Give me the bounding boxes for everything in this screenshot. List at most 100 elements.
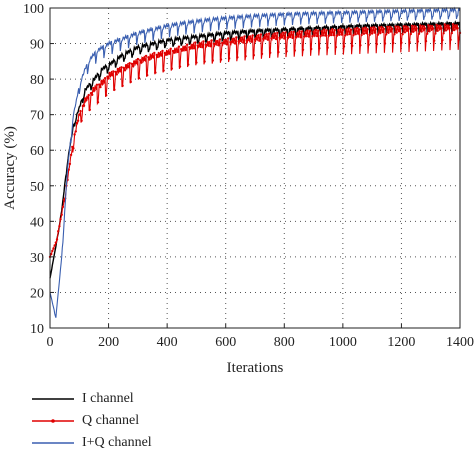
series-point (252, 53, 255, 57)
series-point (106, 75, 109, 78)
series-point (327, 34, 330, 37)
x-tick-label: 1200 (387, 335, 415, 350)
series-point (375, 42, 378, 46)
series-point (362, 32, 366, 35)
series-point (114, 70, 117, 74)
series-point (401, 33, 404, 36)
series-point (326, 46, 329, 49)
series-point (146, 74, 149, 77)
series-point (110, 73, 114, 76)
series-point (435, 23, 438, 27)
series-point (175, 48, 178, 51)
series-point (168, 52, 171, 55)
series-point (139, 59, 142, 62)
legend-swatch-i (32, 398, 74, 400)
series-point (333, 29, 336, 32)
y-tick-label: 100 (23, 2, 44, 17)
series-point (408, 40, 411, 44)
series-point (426, 32, 429, 35)
series-point (210, 39, 213, 42)
series-point (280, 36, 284, 39)
series-point (176, 50, 179, 54)
series-point (123, 69, 127, 72)
series-point (271, 34, 274, 37)
series-point (353, 27, 356, 31)
series-point (388, 25, 391, 28)
series-point (68, 162, 72, 166)
series-point (383, 42, 387, 45)
series-point (400, 41, 403, 44)
series-point (208, 41, 211, 44)
series-point (119, 69, 122, 72)
series-point (315, 34, 319, 38)
series-point (287, 33, 291, 36)
series-point (411, 30, 415, 33)
series-point (82, 104, 86, 107)
series-point (301, 48, 305, 51)
series-point (379, 31, 382, 35)
legend-item-q: Q channel (32, 410, 152, 432)
series-point (153, 51, 156, 55)
series-point (151, 56, 155, 59)
series-point (308, 29, 312, 33)
series-point (286, 36, 289, 39)
series-point (195, 61, 198, 64)
series-point (456, 27, 459, 30)
series-point (156, 55, 159, 59)
series-point (390, 27, 394, 30)
series-point (206, 42, 210, 46)
series-point (417, 32, 421, 35)
x-tick-label: 0 (47, 335, 54, 350)
series-point (457, 38, 460, 41)
series-point (293, 49, 296, 52)
series-point (167, 50, 170, 53)
series-point (320, 30, 323, 33)
series-point (58, 225, 61, 228)
ticks: 0 200 400 600 800 1000 1200 1400 10 20 30 40 50 60 70 8… (23, 2, 474, 350)
series-point (249, 35, 252, 38)
series-point (91, 93, 94, 97)
series-point (85, 99, 88, 102)
series-point (163, 51, 166, 55)
series-point (359, 44, 362, 47)
series-layer (48, 6, 462, 318)
series-point (94, 86, 97, 89)
series-line-2 (49, 24, 461, 258)
series-point (394, 25, 397, 28)
series-point (130, 62, 134, 66)
series-point (317, 29, 320, 32)
x-tick-label: 800 (274, 335, 295, 350)
series-point (451, 23, 455, 26)
series-point (351, 44, 354, 48)
series-point (116, 67, 120, 71)
series-point (161, 49, 164, 53)
series-point (105, 94, 108, 97)
series-point (147, 56, 150, 59)
series-point (321, 34, 325, 37)
series-point (242, 41, 245, 44)
series-point (239, 39, 243, 43)
series-point (378, 26, 381, 29)
series-point (136, 57, 140, 61)
series-point (307, 35, 311, 38)
series-point (267, 32, 271, 35)
series-point (382, 27, 386, 31)
series-point (53, 244, 56, 247)
series-point (393, 33, 396, 36)
series-point (331, 28, 334, 31)
x-tick-label: 200 (98, 335, 119, 350)
series-point (181, 49, 184, 52)
series-point (121, 84, 124, 88)
series-point (243, 35, 246, 38)
series-point (312, 30, 315, 33)
series-point (434, 32, 437, 35)
series-line-3 (49, 6, 461, 318)
series-point (304, 31, 307, 34)
series-point (244, 55, 247, 58)
series-point (219, 58, 223, 61)
x-tick-label: 400 (157, 335, 178, 350)
series-point (288, 35, 292, 39)
series-point (424, 39, 428, 43)
series-point (355, 26, 359, 30)
series-point (83, 97, 87, 100)
